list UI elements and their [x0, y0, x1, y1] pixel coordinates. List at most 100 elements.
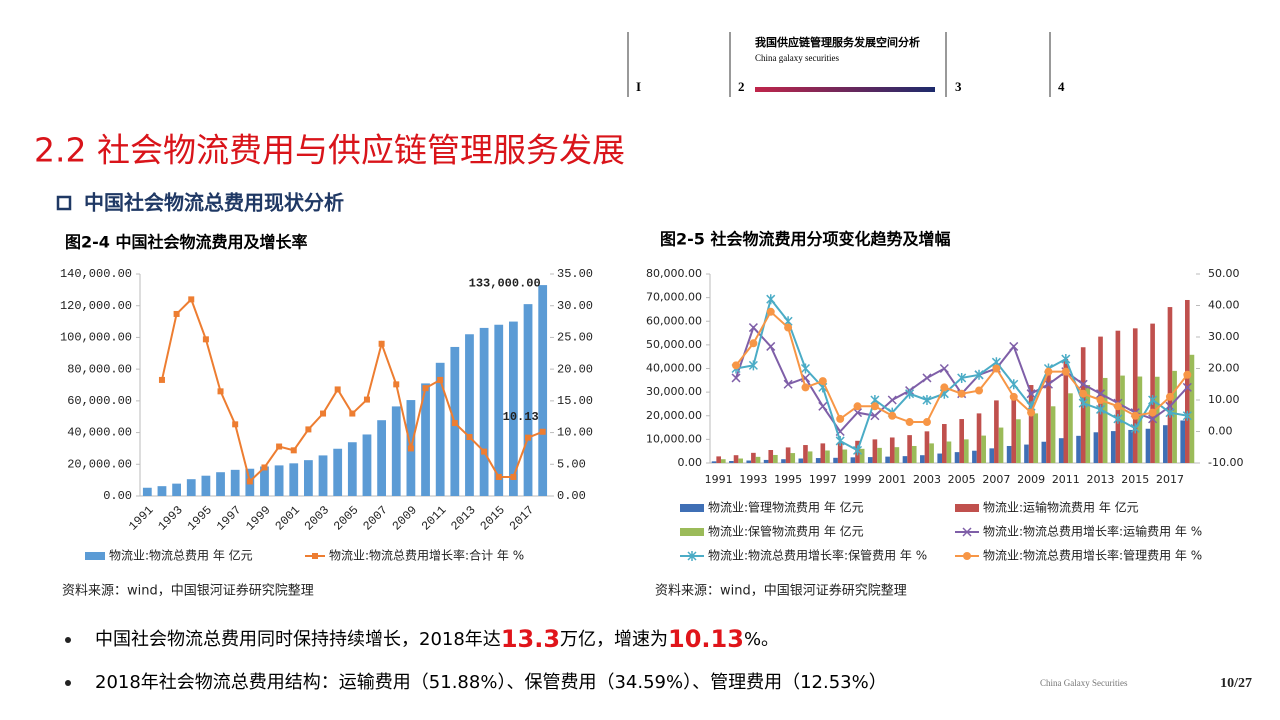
- marker: [1113, 413, 1123, 424]
- bar: [907, 435, 912, 463]
- y2-tick-label: 0.00: [1208, 425, 1233, 438]
- section[interactable]: 4: [1058, 79, 1065, 94]
- marker: [887, 395, 897, 405]
- bullet-highlight: 13.3: [501, 625, 560, 653]
- bar: [716, 456, 721, 463]
- bullet: 中国社会物流总费用同时保持持续增长，2018年达13.3万亿，增速为10.13%…: [95, 625, 779, 653]
- bar: [1115, 330, 1121, 463]
- y-tick-label: 120,000.00: [60, 299, 132, 313]
- marker: [766, 307, 775, 316]
- marker: [766, 341, 776, 351]
- bar: [981, 435, 986, 463]
- bar: [509, 321, 518, 496]
- bullet-dot: [65, 637, 71, 643]
- bar: [755, 456, 761, 463]
- legend-swatch: [680, 504, 704, 512]
- y-tick-label: 50,000.00: [646, 338, 702, 351]
- marker: [217, 388, 224, 395]
- bar: [1145, 428, 1151, 463]
- legend-label: 物流业:运输物流费用 年 亿元: [983, 500, 1139, 515]
- bar: [421, 383, 430, 496]
- x-tick-label: 2017: [1156, 473, 1184, 486]
- bar: [751, 452, 756, 463]
- marker: [539, 428, 546, 435]
- marker: [1130, 423, 1140, 434]
- bar: [763, 459, 769, 463]
- y-tick-label: 80,000.00: [646, 267, 702, 280]
- marker: [525, 434, 532, 441]
- marker: [1096, 389, 1106, 399]
- marker: [1182, 410, 1192, 421]
- bar: [959, 419, 964, 463]
- bar: [479, 327, 489, 496]
- legend-marker: [312, 553, 318, 559]
- marker: [1061, 354, 1071, 365]
- marker: [202, 336, 209, 343]
- bar: [738, 458, 743, 463]
- bar: [1024, 444, 1029, 463]
- section[interactable]: 2: [738, 79, 745, 94]
- marker: [407, 445, 414, 452]
- x-tick-label: 2015: [1121, 473, 1149, 486]
- legend-label: 物流业:物流总费用增长率:管理费用 年 %: [983, 548, 1202, 563]
- marker: [1096, 396, 1105, 404]
- y2-tick-label: 30.00: [1208, 330, 1240, 343]
- marker: [393, 381, 400, 388]
- bar: [333, 448, 343, 496]
- bar: [911, 445, 917, 463]
- bar: [1050, 406, 1056, 463]
- bar: [1185, 299, 1190, 463]
- y-tick-label: 60,000.00: [67, 394, 132, 408]
- x-tick-label: 1995: [774, 473, 802, 486]
- marker: [1079, 389, 1088, 398]
- bar: [1076, 435, 1081, 463]
- bar: [720, 459, 726, 463]
- y2-tick-label: 25.00: [557, 331, 593, 345]
- bar: [946, 441, 952, 463]
- section[interactable]: 3: [955, 79, 962, 94]
- marker: [992, 364, 1001, 373]
- bar: [785, 447, 791, 463]
- bar: [201, 475, 211, 496]
- marker: [732, 361, 741, 370]
- bar: [157, 486, 167, 496]
- bar: [1063, 359, 1069, 463]
- x-tick-label: 2013: [1087, 473, 1115, 486]
- marker: [1009, 392, 1018, 401]
- legend-swatch: [955, 504, 979, 512]
- legend-label: 物流业:物流总费用增长率:合计 年 %: [329, 548, 524, 563]
- bar: [1046, 374, 1051, 463]
- legend-label: 物流业:物流总费用 年 亿元: [109, 548, 253, 563]
- marker: [818, 377, 827, 386]
- bar: [1128, 429, 1133, 463]
- x-tick-label: 2015: [478, 503, 508, 533]
- bar: [850, 457, 856, 463]
- marker: [853, 402, 862, 411]
- bar: [998, 427, 1004, 463]
- bar: [1132, 328, 1138, 463]
- x-tick-label: 1997: [809, 473, 837, 486]
- marker: [818, 401, 828, 411]
- bar: [230, 469, 240, 496]
- marker: [422, 385, 429, 392]
- marker: [305, 426, 312, 433]
- y-tick-label: 70,000.00: [646, 291, 702, 304]
- bar: [347, 442, 357, 496]
- section[interactable]: I: [636, 79, 641, 94]
- marker: [957, 389, 966, 398]
- bar: [768, 450, 774, 463]
- bar: [142, 487, 152, 496]
- header-bar: [755, 87, 935, 92]
- source: 资料来源：wind，中国银河证券研究院整理: [655, 583, 907, 599]
- legend-label: 物流业:管理物流费用 年 亿元: [708, 500, 864, 515]
- bar: [859, 448, 865, 463]
- marker: [922, 373, 932, 383]
- header-subtitle: China galaxy securities: [755, 53, 839, 63]
- bar: [820, 443, 826, 463]
- bar: [1163, 425, 1168, 463]
- marker: [1009, 341, 1019, 351]
- marker: [853, 445, 863, 456]
- chart-title: 图2-4 中国社会物流费用及增长率: [65, 233, 307, 252]
- bar: [920, 455, 925, 463]
- x-tick-label: 1991: [126, 503, 156, 533]
